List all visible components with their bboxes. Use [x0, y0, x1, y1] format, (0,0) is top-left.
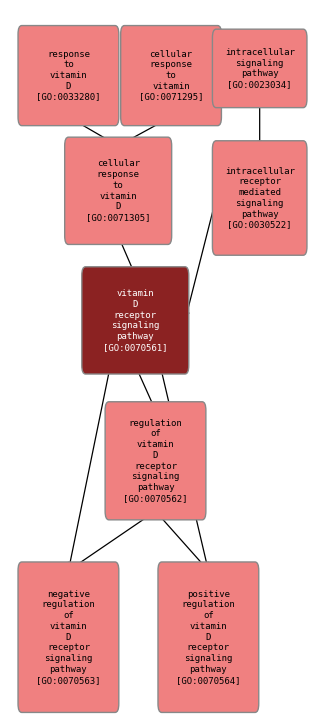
- Text: intracellular
signaling
pathway
[GO:0023034]: intracellular signaling pathway [GO:0023…: [225, 48, 295, 89]
- FancyBboxPatch shape: [18, 25, 119, 125]
- FancyBboxPatch shape: [121, 25, 221, 125]
- Text: intracellular
receptor
mediated
signaling
pathway
[GO:0030522]: intracellular receptor mediated signalin…: [225, 166, 295, 230]
- Text: cellular
response
to
vitamin
D
[GO:0071305]: cellular response to vitamin D [GO:00713…: [86, 159, 151, 222]
- Text: vitamin
D
receptor
signaling
pathway
[GO:0070561]: vitamin D receptor signaling pathway [GO…: [103, 289, 168, 352]
- Text: positive
regulation
of
vitamin
D
receptor
signaling
pathway
[GO:0070564]: positive regulation of vitamin D recepto…: [176, 590, 241, 685]
- FancyBboxPatch shape: [82, 266, 189, 374]
- FancyBboxPatch shape: [158, 562, 259, 713]
- FancyBboxPatch shape: [212, 29, 307, 107]
- Text: cellular
response
to
vitamin
[GO:0071295]: cellular response to vitamin [GO:0071295…: [139, 50, 203, 102]
- FancyBboxPatch shape: [105, 402, 206, 520]
- FancyBboxPatch shape: [212, 141, 307, 256]
- FancyBboxPatch shape: [18, 562, 119, 713]
- Text: response
to
vitamin
D
[GO:0033280]: response to vitamin D [GO:0033280]: [36, 50, 101, 102]
- FancyBboxPatch shape: [65, 137, 172, 245]
- Text: negative
regulation
of
vitamin
D
receptor
signaling
pathway
[GO:0070563]: negative regulation of vitamin D recepto…: [36, 590, 101, 685]
- Text: regulation
of
vitamin
D
receptor
signaling
pathway
[GO:0070562]: regulation of vitamin D receptor signali…: [123, 418, 188, 503]
